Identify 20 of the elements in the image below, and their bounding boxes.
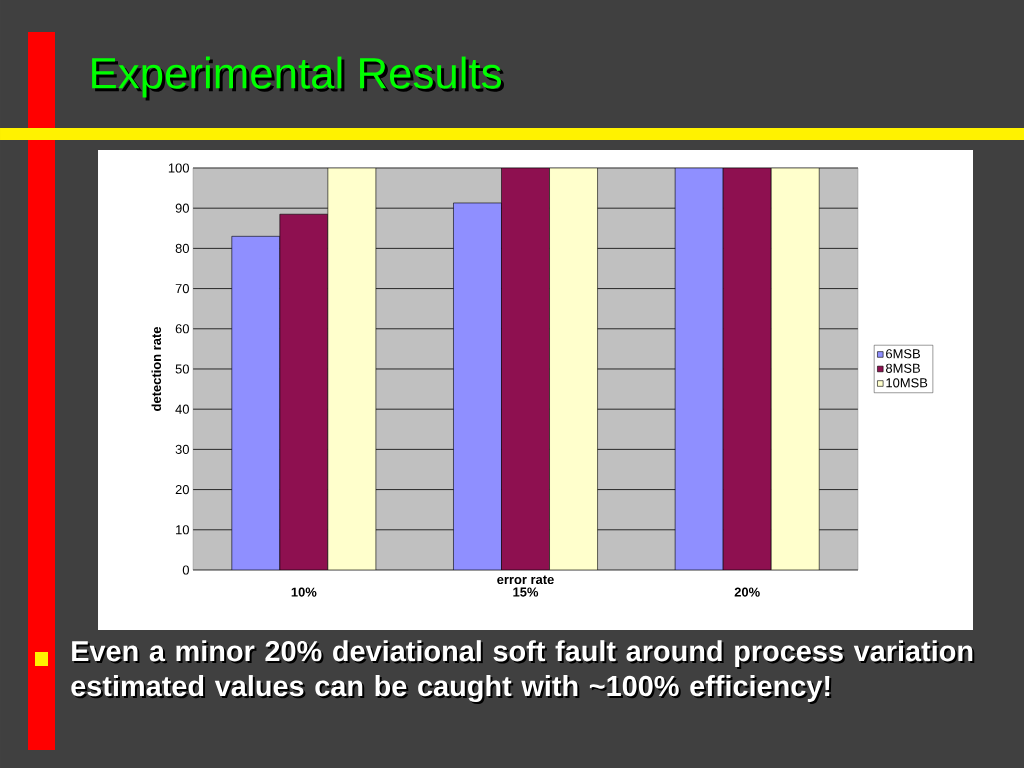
legend-label: 6MSB (886, 349, 920, 359)
x-tick-label: 10% (291, 587, 317, 597)
y-tick-label: 90 (175, 203, 189, 213)
y-tick-label: 30 (175, 444, 189, 454)
y-axis-title: detection rate (151, 326, 162, 411)
y-tick-label: 50 (175, 364, 189, 374)
y-tick-label: 100 (168, 163, 189, 173)
x-axis-title: error rate (497, 575, 554, 585)
x-tick-label: 15% (513, 587, 539, 597)
y-tick-label: 60 (175, 324, 189, 334)
legend-label: 10MSB (886, 378, 928, 388)
legend-label: 8MSB (885, 363, 920, 373)
x-tick-label: 20% (734, 587, 760, 597)
y-tick-label: 80 (175, 243, 189, 253)
y-tick-label: 0 (182, 565, 189, 575)
y-tick-label: 10 (176, 525, 189, 535)
y-tick-label: 40 (175, 404, 189, 414)
text: Even a minor 20% deviational soft fault around process variation estimated values can be caught with ~100% efficiency! (71, 640, 973, 703)
y-tick-label: 70 (175, 284, 189, 294)
y-tick-label: 20 (175, 485, 189, 495)
